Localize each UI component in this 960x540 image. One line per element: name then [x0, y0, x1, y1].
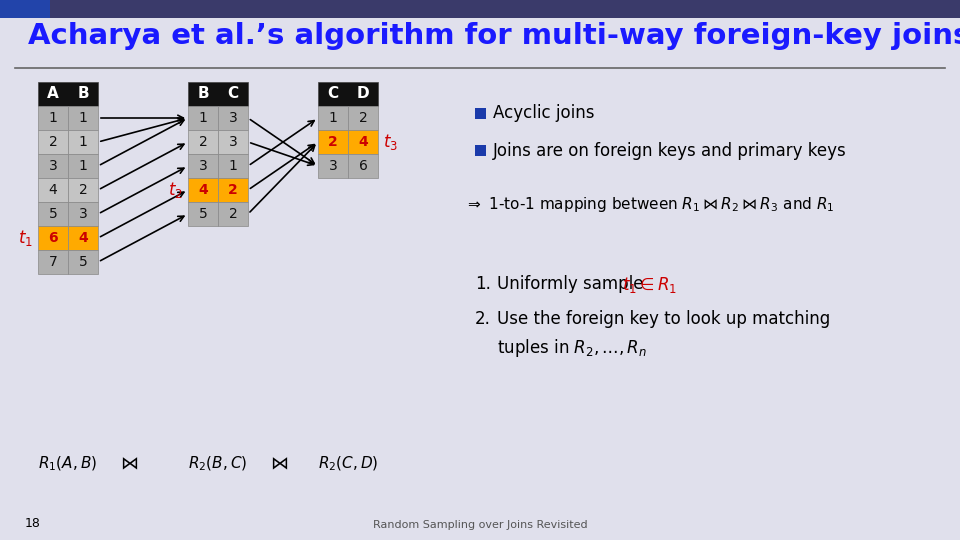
Text: 1: 1 — [328, 111, 337, 125]
Text: 3: 3 — [228, 111, 237, 125]
FancyBboxPatch shape — [38, 106, 68, 130]
FancyBboxPatch shape — [0, 0, 50, 18]
Text: $R_1(A,B)$: $R_1(A,B)$ — [38, 455, 98, 474]
Text: Joins are on foreign keys and primary keys: Joins are on foreign keys and primary ke… — [493, 141, 847, 159]
FancyBboxPatch shape — [188, 202, 218, 226]
FancyBboxPatch shape — [188, 106, 218, 130]
Text: A: A — [47, 86, 59, 102]
Text: 2: 2 — [228, 207, 237, 221]
Text: 2: 2 — [49, 135, 58, 149]
FancyBboxPatch shape — [68, 130, 98, 154]
Text: $\bowtie$: $\bowtie$ — [117, 455, 139, 473]
Text: 2: 2 — [359, 111, 368, 125]
Text: 2: 2 — [328, 135, 338, 149]
Text: Use the foreign key to look up matching: Use the foreign key to look up matching — [497, 310, 830, 328]
Text: $t_1$: $t_1$ — [18, 228, 33, 248]
Text: 1: 1 — [49, 111, 58, 125]
Text: $t_3$: $t_3$ — [383, 132, 398, 152]
Text: tuples in $R_2, \ldots, R_n$: tuples in $R_2, \ldots, R_n$ — [497, 337, 647, 359]
Text: 18: 18 — [25, 517, 41, 530]
FancyBboxPatch shape — [318, 130, 348, 154]
FancyBboxPatch shape — [68, 154, 98, 178]
Text: 5: 5 — [79, 255, 87, 269]
FancyBboxPatch shape — [188, 178, 218, 202]
FancyBboxPatch shape — [68, 178, 98, 202]
FancyBboxPatch shape — [38, 178, 68, 202]
Text: 3: 3 — [79, 207, 87, 221]
FancyBboxPatch shape — [475, 108, 486, 119]
FancyBboxPatch shape — [38, 82, 98, 106]
Text: 4: 4 — [78, 231, 88, 245]
Text: D: D — [357, 86, 370, 102]
Text: 4: 4 — [358, 135, 368, 149]
FancyBboxPatch shape — [188, 130, 218, 154]
Text: 4: 4 — [49, 183, 58, 197]
Text: $\Rightarrow$ 1-to-1 mapping between $R_1 \bowtie R_2 \bowtie R_3$ and $R_1$: $\Rightarrow$ 1-to-1 mapping between $R_… — [465, 195, 834, 214]
Text: 3: 3 — [199, 159, 207, 173]
Text: C: C — [327, 86, 339, 102]
FancyBboxPatch shape — [68, 226, 98, 250]
Text: $t_1 \in R_1$: $t_1 \in R_1$ — [622, 275, 678, 295]
Text: 2: 2 — [79, 183, 87, 197]
Text: Acharya et al.’s algorithm for multi-way foreign-key joins: Acharya et al.’s algorithm for multi-way… — [28, 22, 960, 50]
Text: 2.: 2. — [475, 310, 491, 328]
Text: 2: 2 — [228, 183, 238, 197]
Text: B: B — [197, 86, 209, 102]
FancyBboxPatch shape — [318, 82, 378, 106]
FancyBboxPatch shape — [38, 202, 68, 226]
FancyBboxPatch shape — [348, 154, 378, 178]
FancyBboxPatch shape — [188, 154, 218, 178]
Text: 3: 3 — [228, 135, 237, 149]
FancyBboxPatch shape — [348, 106, 378, 130]
Text: Uniformly sample: Uniformly sample — [497, 275, 649, 293]
Text: Random Sampling over Joins Revisited: Random Sampling over Joins Revisited — [372, 520, 588, 530]
Text: 1: 1 — [79, 111, 87, 125]
Text: $R_2(C,D)$: $R_2(C,D)$ — [318, 455, 378, 474]
Text: 3: 3 — [328, 159, 337, 173]
Text: 1: 1 — [79, 135, 87, 149]
FancyBboxPatch shape — [38, 130, 68, 154]
Text: 2: 2 — [199, 135, 207, 149]
Text: 1.: 1. — [475, 275, 491, 293]
Text: 1: 1 — [79, 159, 87, 173]
Text: 5: 5 — [199, 207, 207, 221]
FancyBboxPatch shape — [38, 250, 68, 274]
FancyBboxPatch shape — [218, 202, 248, 226]
Text: 6: 6 — [48, 231, 58, 245]
FancyBboxPatch shape — [0, 0, 960, 18]
Text: $t_2$: $t_2$ — [168, 180, 183, 200]
FancyBboxPatch shape — [68, 106, 98, 130]
FancyBboxPatch shape — [218, 130, 248, 154]
FancyBboxPatch shape — [188, 82, 248, 106]
Text: 4: 4 — [198, 183, 208, 197]
Text: 5: 5 — [49, 207, 58, 221]
FancyBboxPatch shape — [218, 178, 248, 202]
Text: B: B — [77, 86, 89, 102]
FancyBboxPatch shape — [38, 226, 68, 250]
Text: C: C — [228, 86, 239, 102]
FancyBboxPatch shape — [218, 106, 248, 130]
Text: Acyclic joins: Acyclic joins — [493, 105, 594, 123]
FancyBboxPatch shape — [38, 154, 68, 178]
FancyBboxPatch shape — [318, 106, 348, 130]
Text: 1: 1 — [199, 111, 207, 125]
Text: $\bowtie$: $\bowtie$ — [267, 455, 289, 473]
Text: $R_2(B,C)$: $R_2(B,C)$ — [188, 455, 248, 474]
FancyBboxPatch shape — [318, 154, 348, 178]
Text: 6: 6 — [359, 159, 368, 173]
Text: 3: 3 — [49, 159, 58, 173]
FancyBboxPatch shape — [348, 130, 378, 154]
FancyBboxPatch shape — [68, 202, 98, 226]
FancyBboxPatch shape — [475, 145, 486, 156]
Text: 7: 7 — [49, 255, 58, 269]
FancyBboxPatch shape — [218, 154, 248, 178]
FancyBboxPatch shape — [68, 250, 98, 274]
Text: 1: 1 — [228, 159, 237, 173]
